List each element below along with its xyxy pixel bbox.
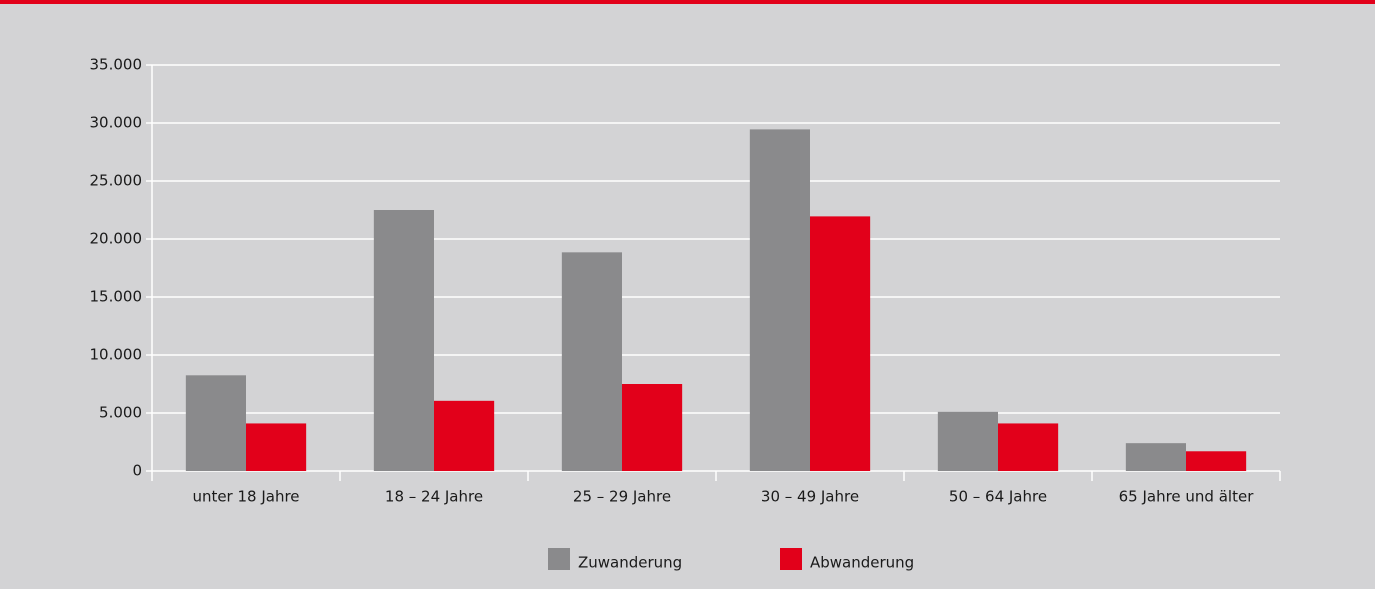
bar (810, 216, 871, 471)
y-tick-label: 35.000 (90, 56, 143, 74)
y-tick-label: 15.000 (90, 288, 143, 306)
bar (1186, 451, 1247, 471)
top-rule (0, 0, 1375, 4)
bar (998, 423, 1059, 471)
legend-swatch (548, 548, 570, 570)
bar (622, 384, 683, 471)
x-tick-label: 50 – 64 Jahre (949, 488, 1047, 506)
bar (246, 423, 307, 471)
legend-label: Zuwanderung (578, 554, 682, 572)
x-tick-label: 25 – 29 Jahre (573, 488, 671, 506)
x-tick-label: 65 Jahre und älter (1119, 488, 1255, 506)
y-tick-label: 0 (132, 462, 142, 480)
bar (561, 252, 622, 471)
bar (937, 411, 998, 471)
x-tick-label: 30 – 49 Jahre (761, 488, 859, 506)
y-tick-label: 10.000 (90, 346, 143, 364)
legend-label: Abwanderung (810, 554, 914, 572)
y-tick-label: 30.000 (90, 114, 143, 132)
y-tick-label: 25.000 (90, 172, 143, 190)
bar (373, 210, 434, 471)
legend-swatch (780, 548, 802, 570)
x-tick-label: 18 – 24 Jahre (385, 488, 483, 506)
bar (749, 129, 810, 471)
bar (185, 375, 246, 471)
bar (1125, 443, 1186, 471)
x-tick-label: unter 18 Jahre (192, 488, 299, 506)
y-tick-label: 20.000 (90, 230, 143, 248)
bar (434, 400, 495, 471)
y-tick-label: 5.000 (99, 404, 142, 422)
